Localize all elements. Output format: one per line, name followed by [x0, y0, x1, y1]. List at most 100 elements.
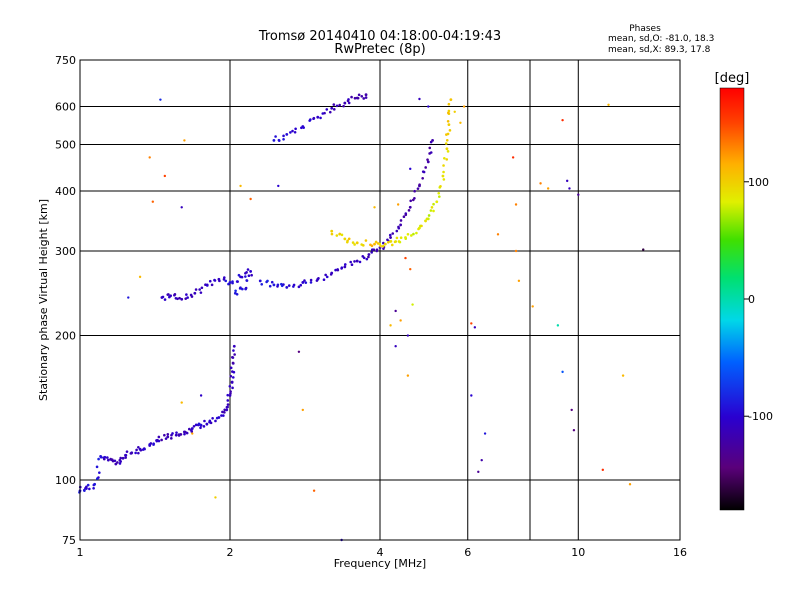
- data-point: [299, 283, 303, 287]
- noise-point: [214, 496, 217, 499]
- x-tick-labels: 1 2 4 6 10 16: [77, 546, 688, 559]
- data-point: [332, 103, 336, 106]
- colorbar-tick-label: 0: [748, 293, 755, 306]
- data-point: [291, 129, 294, 133]
- data-point: [372, 248, 376, 251]
- noise-point: [277, 184, 280, 188]
- noise-point: [312, 489, 316, 492]
- data-point: [347, 98, 350, 101]
- x-axis-label: Frequency [MHz]: [334, 557, 426, 570]
- data-point: [250, 273, 253, 277]
- data-point: [302, 126, 305, 129]
- y-tick-label: 100: [55, 474, 76, 487]
- data-point: [364, 239, 368, 242]
- chart-title: Tromsø 20140410 04:18:00-04:19:43: [258, 29, 501, 44]
- data-point: [422, 170, 426, 174]
- data-point: [285, 285, 289, 289]
- x-tick-label: 6: [464, 546, 471, 559]
- data-point: [121, 456, 125, 460]
- data-point: [437, 191, 441, 195]
- data-point: [362, 256, 366, 260]
- noise-point: [459, 121, 462, 124]
- data-point: [225, 408, 229, 412]
- data-point: [272, 138, 276, 142]
- x-tick-label: 10: [571, 546, 585, 559]
- data-point: [349, 260, 352, 264]
- data-point: [166, 432, 170, 436]
- data-point: [167, 293, 170, 296]
- data-point: [362, 244, 365, 247]
- data-point: [330, 232, 334, 236]
- data-point: [390, 243, 394, 247]
- data-point: [116, 461, 119, 464]
- data-point: [139, 448, 143, 452]
- data-point: [97, 457, 100, 461]
- data-point: [335, 234, 339, 237]
- data-point: [173, 293, 177, 296]
- data-point: [347, 101, 351, 105]
- data-point: [200, 286, 204, 290]
- data-point: [330, 106, 334, 110]
- noise-point: [180, 401, 183, 404]
- data-point: [343, 263, 347, 266]
- noise-point: [539, 182, 542, 185]
- data-point: [229, 374, 233, 378]
- noise-point: [418, 97, 421, 101]
- data-point: [194, 423, 198, 427]
- stats-o-line: mean, sd,O: -81.0, 18.3: [608, 34, 714, 44]
- data-point: [435, 200, 439, 204]
- data-point: [157, 439, 161, 443]
- data-point: [231, 355, 234, 359]
- stats-heading: Phases: [629, 24, 661, 34]
- data-point: [340, 267, 343, 270]
- data-point: [420, 224, 423, 228]
- data-point: [213, 279, 217, 282]
- data-point: [160, 438, 163, 442]
- data-point: [164, 437, 168, 440]
- data-point: [189, 293, 193, 297]
- data-point: [245, 279, 249, 282]
- data-point: [407, 209, 411, 212]
- data-point: [317, 276, 320, 280]
- data-point: [223, 411, 226, 414]
- noise-point: [394, 309, 397, 313]
- noise-point: [568, 187, 571, 190]
- data-point: [432, 209, 435, 213]
- data-point: [429, 151, 433, 154]
- data-point: [332, 108, 336, 111]
- data-point: [137, 451, 140, 455]
- y-tick-label: 300: [55, 245, 76, 258]
- data-point: [418, 226, 421, 230]
- noise-point: [565, 179, 569, 183]
- data-point: [86, 483, 90, 487]
- data-point: [83, 489, 86, 492]
- data-point: [231, 281, 234, 285]
- data-point: [330, 271, 334, 275]
- data-point: [399, 219, 403, 222]
- grid-lines: [80, 60, 680, 540]
- data-point: [447, 109, 451, 113]
- data-point: [325, 275, 329, 279]
- noise-point: [462, 105, 466, 108]
- data-point: [176, 297, 179, 301]
- data-point: [247, 274, 251, 278]
- data-point: [231, 361, 235, 365]
- noise-point: [561, 370, 564, 374]
- data-point: [319, 116, 322, 120]
- data-point: [149, 442, 153, 445]
- data-point: [342, 104, 345, 108]
- data-point: [222, 278, 226, 281]
- data-point: [362, 97, 366, 100]
- data-point: [183, 432, 186, 436]
- data-point: [266, 279, 269, 283]
- data-point: [316, 115, 320, 119]
- data-point: [448, 129, 452, 132]
- data-point: [224, 279, 228, 283]
- noise-point: [642, 248, 645, 251]
- data-point: [378, 242, 382, 246]
- data-point: [395, 229, 399, 233]
- noise-point: [163, 174, 167, 178]
- data-point: [289, 131, 292, 134]
- data-point: [258, 279, 262, 283]
- data-point: [394, 240, 398, 243]
